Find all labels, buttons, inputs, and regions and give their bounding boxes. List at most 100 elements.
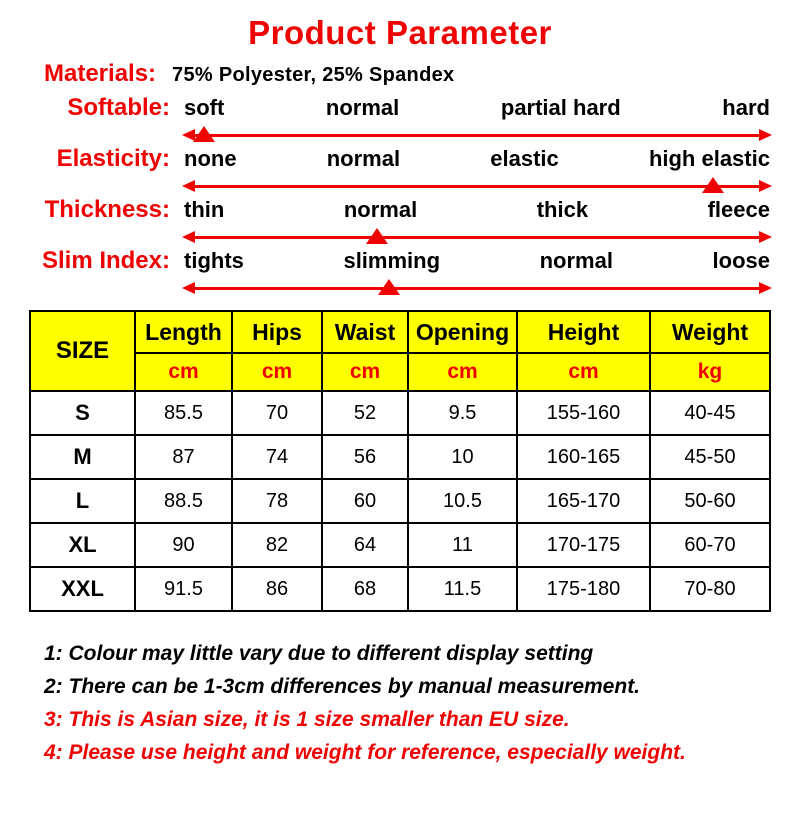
value-cell: 60 xyxy=(321,478,409,524)
scale-row: Softable: soft normal partial hard hard xyxy=(28,94,772,128)
table-row: XXL 91.5 86 68 11.5 175-180 70-80 xyxy=(29,566,771,612)
scale-option: tights xyxy=(184,248,244,273)
arrow-left-head-icon xyxy=(182,180,195,192)
scale-option: normal xyxy=(343,197,418,222)
arrow-right-head-icon xyxy=(759,231,772,243)
arrow-line xyxy=(189,287,765,290)
arrow-left-head-icon xyxy=(182,129,195,141)
materials-value: 75% Polyester, 25% Spandex xyxy=(172,64,455,86)
unit-cell: cm xyxy=(407,352,518,392)
scale-block-elasticity: Elasticity: none normal elastic high ela… xyxy=(0,145,800,195)
arrow-left-head-icon xyxy=(182,231,195,243)
scale-option: soft xyxy=(184,95,225,120)
column-header: Height xyxy=(516,310,651,354)
scale-option: normal xyxy=(326,146,401,171)
unit-cell: cm xyxy=(321,352,409,392)
size-label-cell: L xyxy=(29,478,136,524)
value-cell: 82 xyxy=(231,522,323,568)
materials-label: Materials: xyxy=(44,60,157,87)
scale-row: Elasticity: none normal elastic high ela… xyxy=(28,145,772,179)
arrow-left-head-icon xyxy=(182,282,195,294)
note-line: 4: Please use height and weight for refe… xyxy=(44,741,686,764)
product-parameter-page: Product Parameter Materials: 75% Polyest… xyxy=(0,14,800,814)
scale-block-softable: Softable: soft normal partial hard hard xyxy=(0,94,800,144)
scale-option: thick xyxy=(536,197,589,222)
size-label-cell: XL xyxy=(29,522,136,568)
unit-cell: cm xyxy=(134,352,233,392)
scale-arrow xyxy=(182,228,772,246)
scale-label: Thickness: xyxy=(44,196,170,223)
value-cell: 11 xyxy=(407,522,518,568)
materials-row: Materials: 75% Polyester, 25% Spandex xyxy=(44,60,800,88)
scale-options: thin normal thick fleece xyxy=(182,197,772,223)
scale-option: none xyxy=(184,146,237,171)
scale-label: Softable: xyxy=(67,94,170,121)
selected-marker-icon xyxy=(365,228,388,244)
value-cell: 70-80 xyxy=(649,566,771,612)
value-cell: 160-165 xyxy=(516,434,651,480)
size-label-cell: M xyxy=(29,434,136,480)
attribute-scales: Softable: soft normal partial hard hard … xyxy=(0,94,800,297)
unit-cell: cm xyxy=(231,352,323,392)
table-header-row: SIZE Length Hips Waist Opening Height We… xyxy=(29,310,771,392)
note-line: 3: This is Asian size, it is 1 size smal… xyxy=(44,708,570,731)
scale-block-thickness: Thickness: thin normal thick fleece xyxy=(0,196,800,246)
arrow-right-head-icon xyxy=(759,180,772,192)
scale-option: thin xyxy=(184,197,225,222)
value-cell: 165-170 xyxy=(516,478,651,524)
table-row: L 88.5 78 60 10.5 165-170 50-60 xyxy=(29,478,771,524)
scale-label: Elasticity: xyxy=(56,145,170,172)
scale-option: hard xyxy=(722,95,770,120)
unit-cell: kg xyxy=(649,352,771,392)
scale-arrow xyxy=(182,279,772,297)
scale-option: slimming xyxy=(343,248,441,273)
size-table: SIZE Length Hips Waist Opening Height We… xyxy=(29,310,771,612)
scale-row: Thickness: thin normal thick fleece xyxy=(28,196,772,230)
value-cell: 45-50 xyxy=(649,434,771,480)
value-cell: 78 xyxy=(231,478,323,524)
scale-option: elastic xyxy=(490,146,559,171)
size-label-cell: S xyxy=(29,390,136,436)
notes-section: 1: Colour may little vary due to differe… xyxy=(44,637,800,769)
table-row: M 87 74 56 10 160-165 45-50 xyxy=(29,434,771,480)
value-cell: 170-175 xyxy=(516,522,651,568)
scale-option: fleece xyxy=(707,197,770,222)
arrow-line xyxy=(189,236,765,239)
note-line: 2: There can be 1-3cm differences by man… xyxy=(44,675,641,698)
selected-marker-icon xyxy=(377,279,400,295)
page-title: Product Parameter xyxy=(248,14,552,51)
value-cell: 60-70 xyxy=(649,522,771,568)
value-cell: 64 xyxy=(321,522,409,568)
value-cell: 70 xyxy=(231,390,323,436)
value-cell: 11.5 xyxy=(407,566,518,612)
value-cell: 86 xyxy=(231,566,323,612)
scale-option: normal xyxy=(325,95,400,120)
scale-options: none normal elastic high elastic xyxy=(182,146,772,172)
value-cell: 85.5 xyxy=(134,390,233,436)
value-cell: 10 xyxy=(407,434,518,480)
table-row: XL 90 82 64 11 170-175 60-70 xyxy=(29,522,771,568)
value-cell: 90 xyxy=(134,522,233,568)
value-cell: 91.5 xyxy=(134,566,233,612)
value-cell: 87 xyxy=(134,434,233,480)
value-cell: 56 xyxy=(321,434,409,480)
value-cell: 10.5 xyxy=(407,478,518,524)
table-row: S 85.5 70 52 9.5 155-160 40-45 xyxy=(29,390,771,436)
table-units-row: cm cm cm cm cm kg xyxy=(30,352,771,392)
scale-option: high elastic xyxy=(648,146,770,171)
selected-marker-icon xyxy=(702,177,724,193)
unit-cell: cm xyxy=(516,352,651,392)
column-header: Waist xyxy=(321,310,409,354)
scale-label: Slim Index: xyxy=(41,247,170,274)
scale-option: partial hard xyxy=(500,95,621,120)
value-cell: 50-60 xyxy=(649,478,771,524)
arrow-line xyxy=(189,185,765,188)
size-corner-cell: SIZE xyxy=(29,310,136,392)
size-label-cell: XXL xyxy=(29,566,136,612)
arrow-right-head-icon xyxy=(759,282,772,294)
value-cell: 68 xyxy=(321,566,409,612)
note-line: 1: Colour may little vary due to differe… xyxy=(44,642,594,665)
arrow-right-head-icon xyxy=(759,129,772,141)
selected-marker-icon xyxy=(193,126,216,142)
scale-option: loose xyxy=(712,248,770,273)
